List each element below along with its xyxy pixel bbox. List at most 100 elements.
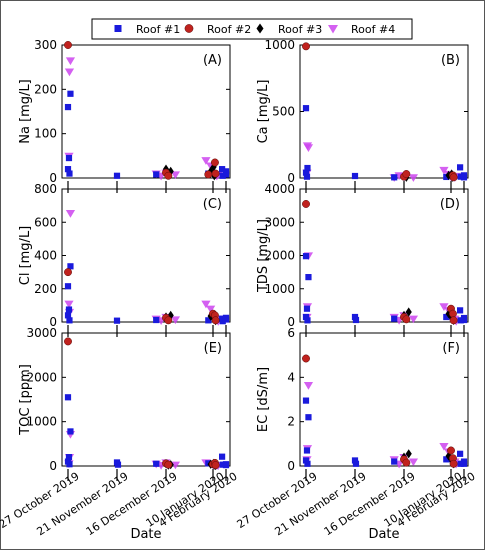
plot-frame [299,332,469,467]
data-point [305,414,312,421]
plot-frame [61,44,231,179]
data-point [64,68,75,77]
data-point [457,307,464,314]
legend-marker-roof-4 [328,25,338,34]
data-point [64,268,72,277]
y-tick-label: 0 [49,315,57,329]
data-point [443,173,450,181]
data-point [405,307,412,317]
data-point [219,453,226,460]
data-point [64,103,72,111]
data-point [352,316,360,324]
data-point [65,306,73,313]
data-point [304,317,311,324]
data-point [153,460,160,467]
data-point [205,317,212,324]
data-point [219,172,226,179]
y-tick-label: 400 [34,249,57,263]
panel-e: 0 1000 2000 3000 TOC [ppm] (E) [18,326,231,481]
data-point [457,460,464,467]
legend-marker-roof-3 [256,23,264,34]
series-roof-2 [302,200,458,325]
legend-item-roof-4: Roof #4 [328,23,395,36]
data-point [201,300,211,309]
y-axis-label: TOC [ppm] [18,364,33,436]
data-point [352,460,360,467]
data-point [164,460,173,469]
series-roof-1 [64,90,230,179]
data-point [303,144,314,153]
data-point [201,157,211,165]
data-point [65,154,73,162]
data-point [64,394,72,401]
data-point [222,462,230,469]
data-point [170,171,180,180]
y-tick-label: 3000 [26,326,57,340]
data-point [164,316,173,325]
data-point [65,210,76,218]
data-point [457,450,464,457]
data-point [302,169,310,176]
data-point [64,166,72,173]
panel-b: 0 500 1000 Ca [mg/L] (B) [256,38,469,193]
y-tick-label: 800 [34,182,57,196]
data-point [204,170,213,179]
panel-f: 0 2 4 6 EC [dS/m] (F) [256,326,469,481]
data-point [64,283,72,290]
y-tick-label: 1000 [264,282,295,296]
data-point [65,454,73,461]
y-tick-label: 200 [34,82,57,96]
data-point [222,314,230,321]
y-axis-label: Cl [mg/L] [18,226,33,286]
data-point [167,310,174,320]
data-point [211,316,220,325]
legend: Roof #1 Roof #2 Roof #3 Roof #4 [91,18,413,40]
data-point [445,309,452,319]
data-point [449,316,458,325]
data-point [391,174,398,181]
panel-label: (E) [204,341,222,356]
data-point [219,461,226,468]
data-point [460,172,468,179]
data-point [445,451,452,461]
panel-label: (F) [442,341,460,356]
data-point [303,381,314,390]
data-point [164,171,173,180]
legend-label-roof-3: Roof #3 [278,23,322,36]
data-point [302,397,310,404]
y-tick-label: 0 [287,315,295,329]
data-point [304,164,311,172]
data-point [304,460,311,467]
data-point [64,41,72,49]
x-axis-label-right: Date [368,527,399,542]
series-roof-2 [64,337,220,470]
panel-label: (D) [440,197,460,212]
panel-label: (C) [203,197,222,212]
data-point [408,458,418,467]
data-point [222,171,230,178]
y-tick-label: 0 [49,171,57,185]
data-point [445,170,452,180]
data-point [211,169,220,178]
data-point [408,174,418,182]
panel-label: (B) [441,53,460,68]
data-point [351,172,359,180]
data-point [351,457,359,464]
data-point [302,253,310,260]
data-point [211,158,219,167]
y-tick-label: 1000 [264,38,295,52]
data-point [66,317,73,324]
y-tick-label: 1000 [26,415,57,429]
data-point [449,173,458,182]
data-point [113,172,121,179]
data-point [402,458,411,467]
y-tick-label: 2 [287,415,295,429]
y-tick-label: 0 [49,459,57,473]
series-roof-2 [302,42,458,182]
series-roof-2 [302,354,458,468]
legend-label-roof-2: Roof #2 [207,23,251,36]
data-point [449,309,457,318]
panel-d: 0 1000 2000 3000 4000 TDS [mg/L] (D) [256,182,469,337]
data-point [302,457,310,464]
